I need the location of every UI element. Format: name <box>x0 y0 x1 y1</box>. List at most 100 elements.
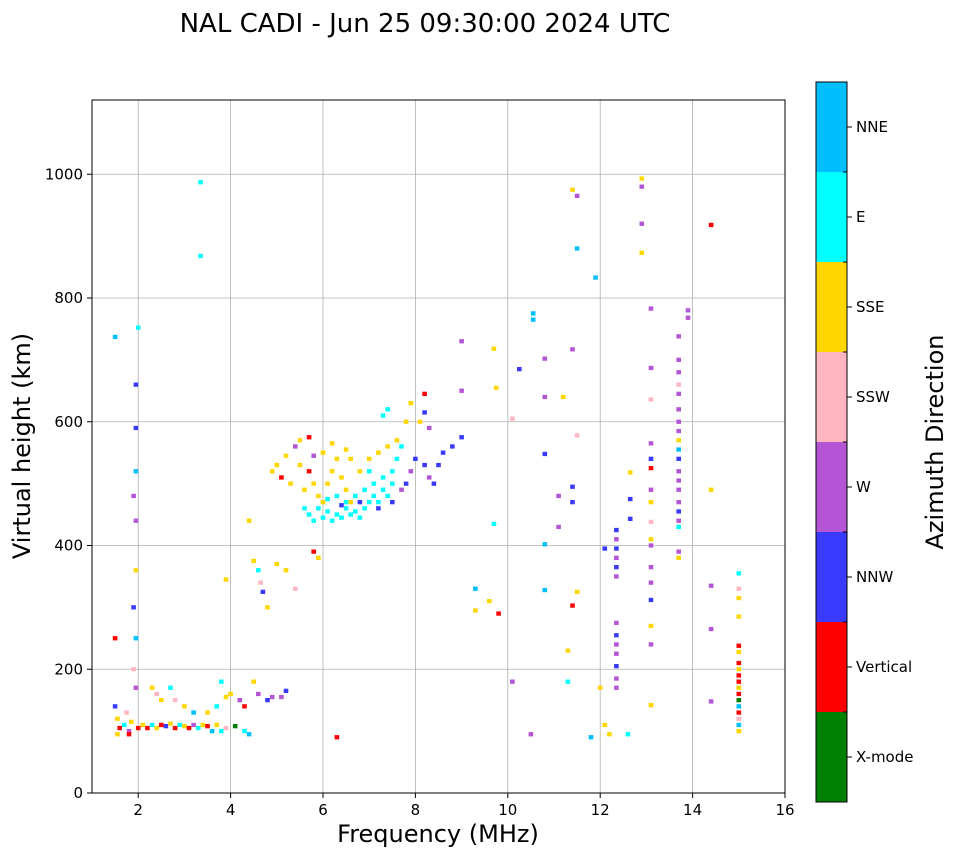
data-point <box>648 365 654 371</box>
data-point <box>339 475 344 480</box>
data-point <box>588 735 594 740</box>
data-point <box>556 524 561 530</box>
data-point <box>274 561 280 567</box>
data-point <box>648 500 654 505</box>
data-point <box>614 574 619 579</box>
data-point <box>597 685 603 690</box>
data-point <box>306 512 312 517</box>
data-point <box>426 425 432 431</box>
data-point <box>320 515 326 520</box>
data-point <box>542 587 548 593</box>
x-axis-ticks: 2 4 6 8 10 12 14 16 <box>133 793 795 819</box>
data-point <box>473 608 478 613</box>
data-point <box>115 732 120 737</box>
colorbar-segment <box>816 622 847 712</box>
colorbar-tick-label: SSW <box>856 388 890 406</box>
colorbar-segment <box>816 262 847 352</box>
colorbar-tick-label: E <box>856 208 865 226</box>
data-point <box>648 397 654 402</box>
colorbar-segment <box>816 352 847 442</box>
data-point <box>172 725 178 731</box>
data-point <box>265 605 270 610</box>
data-point <box>214 704 219 709</box>
x-tick-label: 2 <box>133 801 143 819</box>
data-point <box>459 435 464 440</box>
data-point <box>376 500 381 505</box>
data-point <box>491 346 497 351</box>
y-axis-ticks: 0 200 400 600 800 1000 <box>45 165 92 802</box>
data-point <box>343 500 349 505</box>
data-point <box>348 512 353 517</box>
data-point <box>205 724 210 729</box>
data-point <box>627 470 633 475</box>
data-point <box>343 447 349 452</box>
data-point <box>198 180 203 185</box>
data-point <box>182 724 187 729</box>
data-point <box>648 456 654 461</box>
data-point <box>256 691 261 697</box>
x-tick-label: 6 <box>318 801 328 819</box>
data-point <box>376 506 381 511</box>
data-point <box>242 704 247 709</box>
data-point <box>135 325 141 330</box>
data-point <box>112 334 118 340</box>
data-point <box>493 385 499 390</box>
data-point <box>565 648 571 653</box>
x-tick-label: 14 <box>683 801 702 819</box>
x-tick-label: 16 <box>775 801 794 819</box>
data-point <box>614 633 619 638</box>
data-point <box>260 589 266 594</box>
data-point <box>214 722 219 728</box>
data-point <box>283 568 289 573</box>
data-point <box>614 651 619 656</box>
data-point <box>334 456 340 461</box>
data-point <box>625 732 631 737</box>
data-point <box>510 679 515 684</box>
data-point <box>306 469 312 474</box>
data-point <box>542 451 548 457</box>
data-point <box>117 725 122 731</box>
data-point <box>614 676 619 681</box>
y-tick-label: 600 <box>54 413 83 431</box>
data-point <box>436 462 441 468</box>
colorbar-tick-label: X-mode <box>856 748 913 766</box>
colorbar: X-mode Vertical NNW W SSW SSE E NNE <box>815 81 913 803</box>
data-point <box>614 555 619 560</box>
data-point <box>708 222 714 228</box>
data-point <box>736 722 742 728</box>
data-point <box>380 487 386 492</box>
data-point <box>293 586 298 591</box>
data-point <box>154 691 159 697</box>
data-point <box>320 450 326 455</box>
data-point <box>251 558 256 564</box>
data-point <box>380 413 386 418</box>
data-point <box>279 475 284 480</box>
data-point <box>491 521 497 526</box>
data-point <box>133 685 139 690</box>
data-point <box>422 391 427 396</box>
data-point <box>676 500 681 505</box>
data-point <box>736 685 742 690</box>
data-point <box>639 250 645 255</box>
data-point <box>528 732 534 737</box>
data-point <box>736 679 742 684</box>
data-point <box>676 524 681 530</box>
data-point <box>186 725 192 731</box>
data-point <box>648 565 654 570</box>
data-points <box>112 176 742 740</box>
data-point <box>329 469 335 474</box>
y-tick-label: 200 <box>54 660 83 678</box>
data-point <box>736 649 742 655</box>
data-point <box>459 388 464 393</box>
data-point <box>219 679 224 684</box>
data-point <box>676 549 681 554</box>
data-point <box>574 246 580 251</box>
data-point <box>126 732 132 737</box>
data-point <box>223 694 229 700</box>
data-point <box>408 401 414 406</box>
data-point <box>149 722 155 728</box>
data-point <box>168 721 173 726</box>
data-point <box>403 481 409 486</box>
data-point <box>648 306 654 311</box>
data-point <box>390 469 395 474</box>
